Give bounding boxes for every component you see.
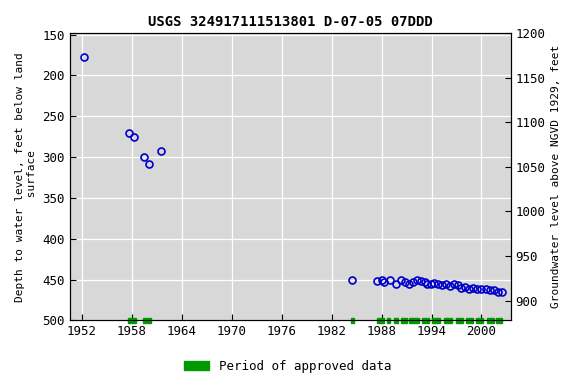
Bar: [476, 318, 483, 323]
Y-axis label: Groundwater level above NGVD 1929, feet: Groundwater level above NGVD 1929, feet: [551, 45, 561, 308]
Bar: [394, 318, 398, 323]
Bar: [409, 318, 419, 323]
Y-axis label: Depth to water level, feet below land
 surface: Depth to water level, feet below land su…: [15, 52, 37, 301]
Legend: Period of approved data: Period of approved data: [179, 355, 397, 378]
Bar: [401, 318, 407, 323]
Bar: [422, 318, 429, 323]
Bar: [128, 318, 136, 323]
Bar: [377, 318, 384, 323]
Bar: [467, 318, 473, 323]
Bar: [431, 318, 440, 323]
Bar: [351, 318, 354, 323]
Bar: [497, 318, 502, 323]
Title: USGS 324917111513801 D-07-05 07DDD: USGS 324917111513801 D-07-05 07DDD: [147, 15, 433, 29]
Bar: [143, 318, 151, 323]
Bar: [386, 318, 390, 323]
Bar: [457, 318, 463, 323]
Bar: [444, 318, 452, 323]
Bar: [487, 318, 494, 323]
